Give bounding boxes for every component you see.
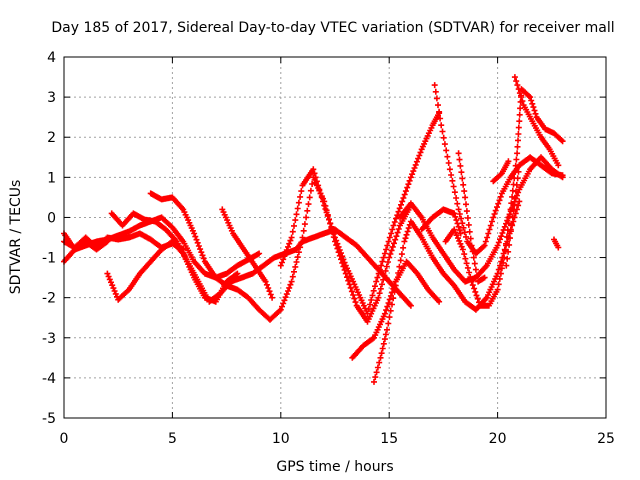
y-tick-label: -1: [42, 251, 56, 267]
y-tick-label: 2: [47, 130, 56, 146]
y-tick-label: 3: [47, 90, 56, 106]
data-series: [397, 154, 566, 285]
data-point-marks: [349, 258, 443, 361]
axis-ticks: 0 5 10 15 20 25 -5 -4 -3 -2 -1 0 1 2 3 4: [42, 50, 615, 447]
data-series: [490, 158, 512, 185]
data-point-marks: [277, 110, 443, 317]
data-series: [61, 230, 111, 253]
chart-title: Day 185 of 2017, Sidereal Day-to-day VTE…: [51, 20, 614, 36]
data-point-marks: [397, 154, 566, 285]
y-tick-label: 1: [47, 170, 56, 186]
data-series: [455, 150, 488, 285]
y-tick-label: -5: [42, 411, 56, 427]
plot-frame: [63, 56, 607, 419]
data-series: [551, 236, 562, 251]
y-tick-label: -3: [42, 331, 56, 347]
data-series: [503, 154, 566, 269]
x-tick-label: 5: [168, 431, 177, 447]
grid: [64, 57, 606, 418]
data-point-marks: [455, 150, 488, 285]
data-series: [219, 206, 276, 301]
data-point-marks: [490, 158, 512, 185]
y-axis-label: SDTVAR / TECUs: [8, 180, 24, 295]
data-series: [349, 258, 443, 361]
data-series: [418, 206, 464, 237]
x-tick-label: 0: [60, 431, 69, 447]
x-axis-label: GPS time / hours: [276, 459, 393, 475]
y-tick-label: -2: [42, 291, 56, 307]
data-point-marks: [219, 206, 276, 301]
data-series: [371, 198, 523, 385]
y-tick-label: 4: [47, 50, 56, 66]
y-tick-label: 0: [47, 210, 56, 226]
data-point-marks: [511, 74, 562, 169]
x-tick-label: 10: [272, 431, 290, 447]
data-point-marks: [503, 154, 566, 269]
data-series: [511, 74, 562, 169]
x-tick-label: 20: [489, 431, 507, 447]
y-tick-label: -4: [42, 371, 56, 387]
data-point-marks: [551, 236, 562, 251]
data-series: [277, 110, 443, 317]
data-points: [61, 74, 566, 385]
data-point-marks: [418, 206, 464, 237]
x-tick-label: 25: [597, 431, 615, 447]
x-tick-label: 15: [380, 431, 398, 447]
data-point-marks: [371, 198, 523, 385]
data-point-marks: [61, 230, 111, 253]
